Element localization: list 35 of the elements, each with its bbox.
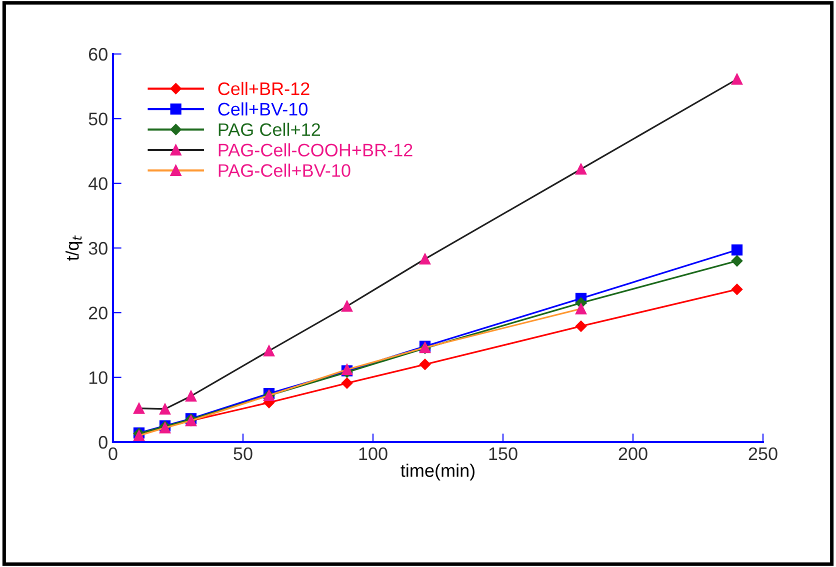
point [731, 284, 743, 295]
legend-label: PAG-Cell+BV-10 [218, 164, 350, 177]
point [731, 244, 743, 256]
y-tick-label: 20 [88, 306, 108, 320]
y-axis-title: t/q$_{t}$ [66, 235, 82, 261]
point [185, 390, 197, 402]
point [419, 358, 431, 370]
point [341, 378, 353, 389]
point [133, 402, 145, 414]
point [263, 345, 275, 356]
point [731, 255, 743, 267]
x-tick-label: 50 [234, 447, 252, 460]
y-tick-label: 40 [88, 177, 108, 190]
point [575, 303, 587, 314]
point [341, 300, 353, 312]
y-tick-label: 50 [88, 112, 108, 126]
y-tick-label: 10 [89, 371, 108, 384]
x-tick-label: 250 [748, 447, 778, 460]
legend-label: PAG-Cell-COOH+BR-12 [218, 143, 412, 156]
y-tick-label: 60 [88, 48, 108, 61]
y-tick-label: 30 [88, 242, 108, 255]
point [419, 253, 431, 265]
legend-label: Cell+BV-10 [218, 102, 308, 116]
point [575, 164, 587, 175]
point [731, 74, 743, 85]
x-tick-label: 150 [489, 447, 518, 460]
point [575, 320, 587, 332]
legend-label: Cell+BR-12 [218, 82, 310, 96]
x-axis-title: time(min) [400, 464, 474, 481]
x-tick-label: 100 [359, 447, 388, 460]
point [159, 403, 171, 415]
legend-label: PAG Cell+12 [218, 122, 320, 136]
x-tick-label: 200 [618, 447, 648, 460]
y-tick-label: 0 [98, 436, 108, 449]
x-tick-label: 0 [108, 447, 118, 460]
